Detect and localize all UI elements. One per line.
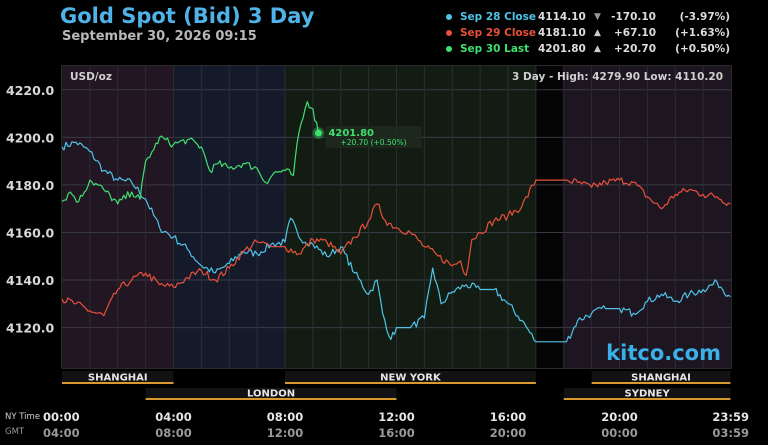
y-tick-label: 4160.0: [6, 225, 55, 240]
legend-dot: [446, 30, 452, 36]
session-label: SHANGHAI: [88, 373, 148, 384]
y-tick-label: 4120.0: [6, 321, 55, 336]
chart-date: September 30, 2026 09:15: [62, 29, 257, 44]
x-tick-label-ny: 23:59: [712, 410, 749, 424]
y-tick-label: 4200.0: [6, 130, 55, 145]
legend-dot: [446, 14, 452, 20]
x-tick-label-ny: 20:00: [601, 410, 638, 424]
legend-value: 4114.10: [538, 11, 586, 23]
legend-change: -170.10: [611, 11, 656, 23]
legend-percent: (-3.97%): [679, 11, 730, 23]
last-point-marker: [314, 129, 322, 137]
legend-row-sep30: Sep 30 Last 4201.80 ▲ +20.70 (+0.50%): [446, 41, 730, 57]
y-tick-label: 4140.0: [6, 273, 55, 288]
x-tick-label-ny: 16:00: [490, 410, 527, 424]
session-bar-bg: [563, 388, 731, 399]
session-bar-bg: [591, 371, 731, 383]
legend-row-sep29: Sep 29 Close 4181.10 ▲ +67.10 (+1.63%): [446, 25, 730, 41]
ny-time-row-label: NY Time: [5, 412, 40, 422]
legend-label: Sep 28 Close: [460, 11, 537, 23]
series-line-1: [61, 177, 731, 317]
legend-value: 4181.10: [538, 27, 586, 39]
session-label: SYDNEY: [625, 389, 671, 400]
y-tick-label: 4220.0: [6, 83, 55, 98]
last-point-callout-bg: [325, 126, 422, 149]
series-line-0: [61, 141, 731, 343]
chart-title: Gold Spot (Bid) 3 Day: [60, 4, 315, 28]
gmt-row-label: GMT: [5, 427, 25, 437]
session-bar-bg: [145, 388, 397, 399]
x-tick-label-gmt: 08:00: [155, 426, 192, 440]
x-tick-label-gmt: 00:00: [601, 426, 638, 440]
legend-row-sep28: Sep 28 Close 4114.10 ▼ -170.10 (-3.97%): [446, 9, 730, 25]
arrow-down-icon: ▼: [594, 12, 601, 22]
x-tick-label-gmt: 12:00: [267, 426, 304, 440]
last-point-change: +20.70 (+0.50%): [340, 138, 406, 147]
x-tick-label-ny: 04:00: [155, 410, 192, 424]
y-tick-label: 4180.0: [6, 178, 55, 193]
range-label: 3 Day - High: 4279.90 Low: 4110.20: [512, 71, 723, 83]
x-tick-label-gmt: 04:00: [43, 426, 80, 440]
x-tick-label-ny: 12:00: [378, 410, 415, 424]
session-label: SHANGHAI: [631, 373, 691, 384]
legend-change: +67.10: [613, 27, 656, 39]
legend-label: Sep 29 Close: [460, 27, 537, 39]
x-tick-label-ny: 08:00: [267, 410, 304, 424]
unit-label: USD/oz: [70, 71, 112, 83]
legend-dot: [446, 46, 452, 52]
session-label: LONDON: [247, 389, 295, 400]
x-tick-label-gmt: 16:00: [378, 426, 415, 440]
series-line-2: [61, 101, 319, 205]
arrow-up-icon: ▲: [594, 28, 601, 38]
session-bar-bg: [285, 371, 536, 383]
series-layer: [61, 101, 731, 343]
session-label: NEW YORK: [380, 373, 442, 384]
x-tick-label-gmt: 20:00: [490, 426, 527, 440]
last-point-price: 4201.80: [328, 128, 374, 139]
session-shade-closed: [535, 66, 564, 368]
label-layer: 4120.0 4140.0 4160.0 4180.0 4200.0 4220.0 USD/…: [5, 71, 749, 440]
legend-percent: (+0.50%): [675, 43, 730, 55]
legend-value: 4201.80: [538, 43, 586, 55]
x-tick-label-gmt: 03:59: [712, 426, 749, 440]
watermark: kitco.com: [606, 341, 721, 365]
legend-label: Sep 30 Last: [460, 43, 530, 55]
x-tick-label-ny: 00:00: [43, 410, 80, 424]
session-bar-bg: [62, 371, 174, 383]
legend-change: +20.70: [613, 43, 656, 55]
legend-percent: (+1.63%): [675, 27, 730, 39]
legend: Sep 28 Close 4114.10 ▼ -170.10 (-3.97%) …: [446, 9, 730, 57]
arrow-up-icon: ▲: [594, 44, 601, 54]
session-shade-newyork: [285, 66, 536, 368]
